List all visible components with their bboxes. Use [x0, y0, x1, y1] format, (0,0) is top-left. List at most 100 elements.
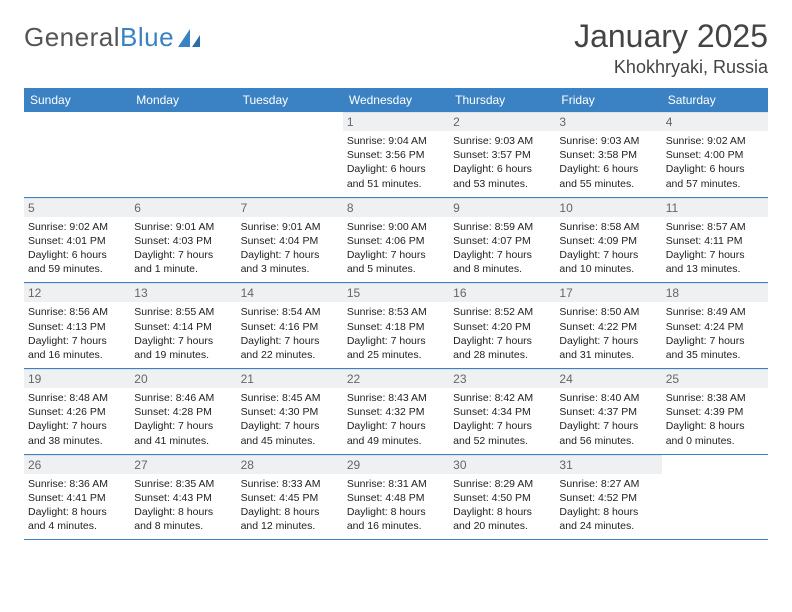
day-number: 3 [555, 112, 661, 131]
sunset-text: Sunset: 4:11 PM [666, 234, 764, 248]
week-row: 12Sunrise: 8:56 AMSunset: 4:13 PMDayligh… [24, 283, 768, 369]
daylight-text: Daylight: 6 hours [28, 248, 126, 262]
sunrise-text: Sunrise: 8:57 AM [666, 220, 764, 234]
dow-header: Sunday Monday Tuesday Wednesday Thursday… [24, 88, 768, 112]
day-number: 16 [449, 283, 555, 302]
sunrise-text: Sunrise: 8:53 AM [347, 305, 445, 319]
day-number: 23 [449, 369, 555, 388]
day-cell: 13Sunrise: 8:55 AMSunset: 4:14 PMDayligh… [130, 283, 236, 368]
daylight-text: Daylight: 7 hours [559, 419, 657, 433]
daylight-text: Daylight: 7 hours [347, 248, 445, 262]
day-cell: 23 Sunrise: 8:42 AMSunset: 4:34 PMDayligh… [449, 369, 555, 454]
dow-wed: Wednesday [343, 88, 449, 112]
daylight-text: and 4 minutes. [28, 519, 126, 533]
daylight-text: and 59 minutes. [28, 262, 126, 276]
daylight-text: and 24 minutes. [559, 519, 657, 533]
sunset-text: Sunset: 4:16 PM [241, 320, 339, 334]
sunrise-text: Sunrise: 8:55 AM [134, 305, 232, 319]
sunset-text: Sunset: 4:06 PM [347, 234, 445, 248]
sunset-text: Sunset: 4:03 PM [134, 234, 232, 248]
location: Khokhryaki, Russia [574, 57, 768, 78]
daylight-text: Daylight: 7 hours [134, 248, 232, 262]
sunrise-text: Sunrise: 8:49 AM [666, 305, 764, 319]
daylight-text: and 57 minutes. [666, 177, 764, 191]
daylight-text: and 35 minutes. [666, 348, 764, 362]
sunrise-text: Sunrise: 8:33 AM [241, 477, 339, 491]
sunrise-text: Sunrise: 9:02 AM [28, 220, 126, 234]
sunset-text: Sunset: 4:28 PM [134, 405, 232, 419]
daylight-text: Daylight: 7 hours [241, 248, 339, 262]
day-number: 27 [130, 455, 236, 474]
day-cell: 7Sunrise: 9:01 AMSunset: 4:04 PMDaylight… [237, 198, 343, 283]
week-row: 26Sunrise: 8:36 AMSunset: 4:41 PMDayligh… [24, 455, 768, 541]
day-number: 12 [24, 283, 130, 302]
daylight-text: and 5 minutes. [347, 262, 445, 276]
daylight-text: and 56 minutes. [559, 434, 657, 448]
sunset-text: Sunset: 4:07 PM [453, 234, 551, 248]
day-cell: 5Sunrise: 9:02 AMSunset: 4:01 PMDaylight… [24, 198, 130, 283]
day-number: 28 [237, 455, 343, 474]
sunset-text: Sunset: 4:43 PM [134, 491, 232, 505]
sunrise-text: Sunrise: 8:35 AM [134, 477, 232, 491]
sunset-text: Sunset: 4:26 PM [28, 405, 126, 419]
sunset-text: Sunset: 4:34 PM [453, 405, 551, 419]
day-cell: 1Sunrise: 9:04 AMSunset: 3:56 PMDaylight… [343, 112, 449, 197]
day-cell: 12Sunrise: 8:56 AMSunset: 4:13 PMDayligh… [24, 283, 130, 368]
sunrise-text: Sunrise: 9:02 AM [666, 134, 764, 148]
daylight-text: and 55 minutes. [559, 177, 657, 191]
day-number: 11 [662, 198, 768, 217]
day-cell: 8Sunrise: 9:00 AMSunset: 4:06 PMDaylight… [343, 198, 449, 283]
sunrise-text: Sunrise: 9:03 AM [559, 134, 657, 148]
day-number: 2 [449, 112, 555, 131]
day-number: 14 [237, 283, 343, 302]
day-cell: 6Sunrise: 9:01 AMSunset: 4:03 PMDaylight… [130, 198, 236, 283]
daylight-text: and 8 minutes. [453, 262, 551, 276]
sunset-text: Sunset: 4:32 PM [347, 405, 445, 419]
daylight-text: Daylight: 8 hours [241, 505, 339, 519]
sunrise-text: Sunrise: 8:50 AM [559, 305, 657, 319]
sunrise-text: Sunrise: 9:01 AM [241, 220, 339, 234]
daylight-text: and 19 minutes. [134, 348, 232, 362]
sunrise-text: Sunrise: 8:40 AM [559, 391, 657, 405]
sunset-text: Sunset: 4:45 PM [241, 491, 339, 505]
day-number: 10 [555, 198, 661, 217]
daylight-text: Daylight: 8 hours [453, 505, 551, 519]
day-cell: 26Sunrise: 8:36 AMSunset: 4:41 PMDayligh… [24, 455, 130, 540]
sunrise-text: Sunrise: 8:29 AM [453, 477, 551, 491]
weeks-container: 1Sunrise: 9:04 AMSunset: 3:56 PMDaylight… [24, 112, 768, 540]
day-number [130, 112, 236, 116]
day-cell [130, 112, 236, 197]
sunset-text: Sunset: 4:04 PM [241, 234, 339, 248]
week-row: 1Sunrise: 9:04 AMSunset: 3:56 PMDaylight… [24, 112, 768, 198]
calendar: Sunday Monday Tuesday Wednesday Thursday… [24, 88, 768, 540]
day-cell: 4Sunrise: 9:02 AMSunset: 4:00 PMDaylight… [662, 112, 768, 197]
daylight-text: Daylight: 7 hours [453, 419, 551, 433]
day-number: 4 [662, 112, 768, 131]
sunset-text: Sunset: 4:00 PM [666, 148, 764, 162]
daylight-text: and 16 minutes. [347, 519, 445, 533]
daylight-text: and 12 minutes. [241, 519, 339, 533]
dow-fri: Friday [555, 88, 661, 112]
daylight-text: and 16 minutes. [28, 348, 126, 362]
daylight-text: Daylight: 7 hours [453, 248, 551, 262]
sunrise-text: Sunrise: 8:58 AM [559, 220, 657, 234]
day-number: 15 [343, 283, 449, 302]
sunset-text: Sunset: 4:01 PM [28, 234, 126, 248]
daylight-text: Daylight: 7 hours [241, 334, 339, 348]
daylight-text: and 0 minutes. [666, 434, 764, 448]
header: GeneralBlue January 2025 Khokhryaki, Rus… [24, 18, 768, 78]
sunrise-text: Sunrise: 8:42 AM [453, 391, 551, 405]
dow-thu: Thursday [449, 88, 555, 112]
day-number: 19 [24, 369, 130, 388]
week-row: 19Sunrise: 8:48 AMSunset: 4:26 PMDayligh… [24, 369, 768, 455]
daylight-text: Daylight: 7 hours [134, 334, 232, 348]
daylight-text: Daylight: 7 hours [241, 419, 339, 433]
day-number: 24 [555, 369, 661, 388]
title-block: January 2025 Khokhryaki, Russia [574, 18, 768, 78]
day-number [237, 112, 343, 116]
week-row: 5Sunrise: 9:02 AMSunset: 4:01 PMDaylight… [24, 198, 768, 284]
sunset-text: Sunset: 4:13 PM [28, 320, 126, 334]
daylight-text: Daylight: 7 hours [559, 334, 657, 348]
brand-part1: General [24, 22, 120, 52]
daylight-text: Daylight: 8 hours [559, 505, 657, 519]
